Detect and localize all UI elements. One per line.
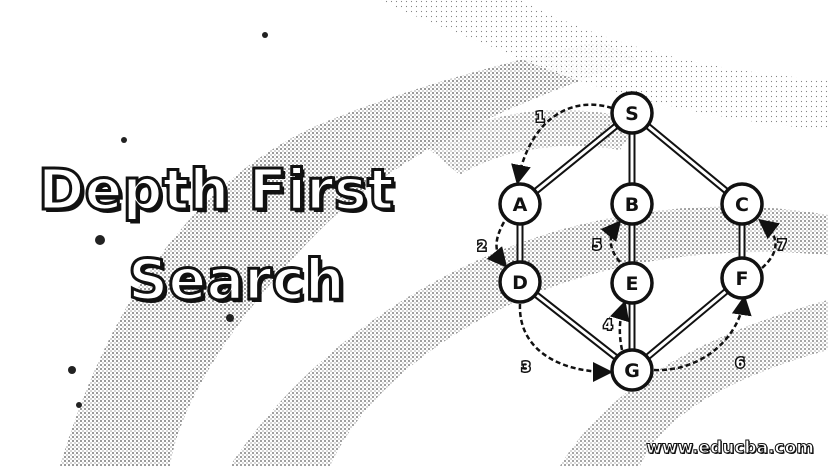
site-watermark: www.educba.com (646, 438, 815, 459)
swoosh-left (60, 40, 640, 466)
traversal-arrow-2 (486, 221, 508, 268)
node-label-f: F (736, 268, 749, 290)
page-title-line-2: Search (127, 247, 347, 315)
swoosh-top (380, 0, 828, 130)
node-label-a: A (513, 194, 528, 216)
node-g (610, 348, 654, 392)
traversal-arrow-1 (511, 103, 613, 185)
step-label-5: 5 (592, 239, 601, 254)
node-f (720, 256, 764, 300)
traversal-arrow-7 (758, 218, 780, 269)
swoosh-inner (430, 110, 640, 175)
node-label-s: S (625, 103, 639, 125)
edge-core-S-C (630, 111, 744, 206)
droplet (121, 137, 127, 143)
node-d (498, 260, 542, 304)
droplet (68, 366, 76, 374)
node-label-b: B (625, 194, 639, 216)
traversal-arrow-5 (600, 220, 622, 263)
node-label-d: D (512, 272, 528, 294)
droplet (226, 314, 234, 322)
edge-core-S-A (518, 111, 634, 206)
step-label-4: 4 (603, 319, 612, 334)
droplet (95, 235, 105, 245)
swoosh-right (560, 300, 828, 466)
traversal-arrow-4 (610, 300, 630, 351)
traversal-arrow-3 (518, 303, 613, 382)
droplet (262, 32, 268, 38)
node-s (610, 91, 654, 135)
step-label-6: 6 (735, 357, 744, 372)
step-label-2: 2 (477, 240, 486, 255)
edge-core-F-G (630, 276, 744, 372)
node-label-c: C (735, 194, 749, 216)
step-label-1: 1 (535, 111, 544, 126)
page-title-line-1: Depth First (37, 157, 396, 225)
node-a (498, 182, 542, 226)
node-b (610, 182, 654, 226)
node-c (720, 182, 764, 226)
step-label-3: 3 (521, 361, 530, 376)
traversal-arrow-6 (653, 295, 752, 372)
node-label-g: G (624, 360, 640, 382)
edge-core-D-G (518, 280, 634, 372)
droplet (76, 402, 82, 408)
node-label-e: E (626, 273, 639, 295)
node-e (610, 261, 654, 305)
step-label-7: 7 (777, 239, 786, 254)
